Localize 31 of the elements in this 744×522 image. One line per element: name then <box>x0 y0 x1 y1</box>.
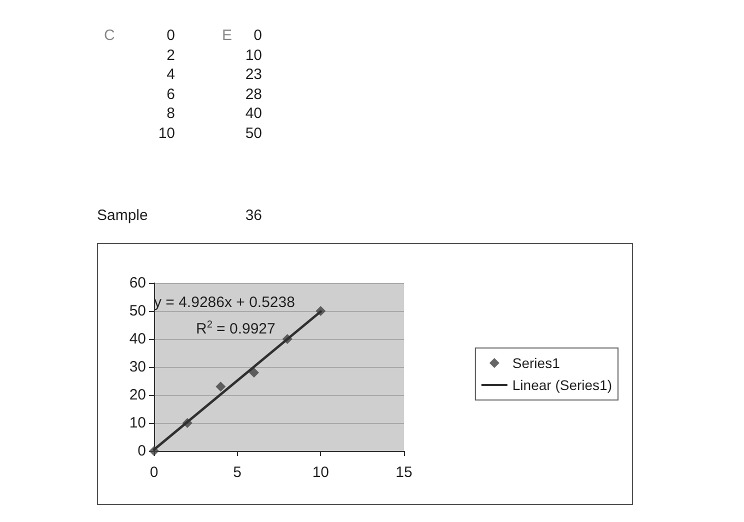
y-tick-label: 30 <box>129 358 146 376</box>
y-tick-label: 50 <box>129 302 146 320</box>
text: C <box>104 27 115 44</box>
text: 23 <box>245 66 262 83</box>
y-tick-label: 0 <box>138 442 146 460</box>
text: 50 <box>245 124 262 142</box>
legend-label: Linear (Series1) <box>512 377 612 393</box>
text: 36 <box>245 207 262 224</box>
x-tick-label: 0 <box>150 464 158 481</box>
y-tick-label: 60 <box>129 274 146 292</box>
y-tick-label: 10 <box>129 414 146 432</box>
text: 28 <box>245 86 262 102</box>
text: 6 <box>166 86 175 102</box>
y-tick-label: 40 <box>129 330 146 348</box>
text: 0 <box>254 27 262 44</box>
x-tick-label: 5 <box>233 464 242 481</box>
text: 2 <box>166 46 175 64</box>
text: Sample <box>97 207 148 224</box>
y-tick-label: 20 <box>129 386 146 404</box>
text: 10 <box>158 124 175 142</box>
text: 8 <box>166 105 175 122</box>
text: 0 <box>166 27 175 44</box>
text: 10 <box>245 46 262 64</box>
point <box>249 368 259 378</box>
text: E <box>222 27 232 44</box>
text: 40 <box>245 105 262 122</box>
x-tick-label: 15 <box>396 464 412 481</box>
point <box>216 382 226 392</box>
x-tick-label: 10 <box>312 464 330 481</box>
legend-label: Series1 <box>512 355 560 371</box>
text: 4 <box>166 66 175 83</box>
